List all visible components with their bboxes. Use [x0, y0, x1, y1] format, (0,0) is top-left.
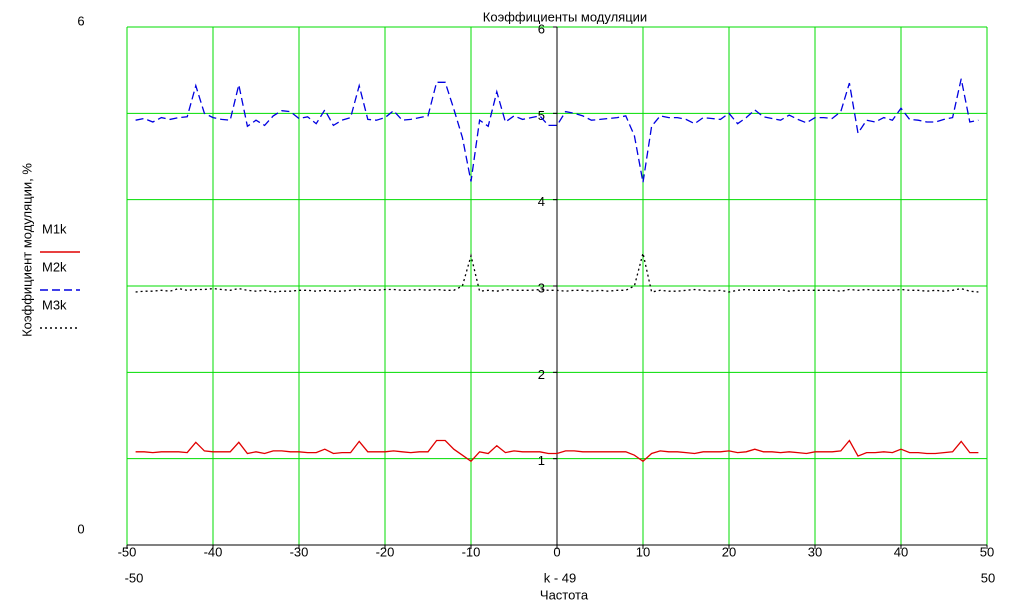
x-tick-label: -20 [376, 544, 395, 559]
x-tick-label: 50 [980, 544, 994, 559]
x-tick-label: -10 [462, 544, 481, 559]
y-tick-label: 1 [538, 453, 545, 468]
x-tick-label: -50 [118, 544, 137, 559]
x-tick-label: 30 [808, 544, 822, 559]
legend-label: M1k [42, 221, 67, 236]
y-limit-top: 6 [77, 13, 84, 28]
x-expression: k - 49 [544, 570, 577, 585]
x-tick-label: 40 [894, 544, 908, 559]
x-tick-label: -40 [204, 544, 223, 559]
x-tick-label: -30 [290, 544, 309, 559]
x-tick-label: 10 [636, 544, 650, 559]
y-tick-label: 2 [538, 367, 545, 382]
series-line [135, 78, 979, 183]
series-line [135, 253, 979, 293]
y-tick-label: 3 [538, 280, 545, 295]
legend-label: M2k [42, 259, 67, 274]
x-tick-label: 20 [722, 544, 736, 559]
x-tick-label: 0 [553, 544, 560, 559]
x-axis-label: Частота [540, 587, 589, 602]
chart-title: Коэффициенты модуляции [483, 9, 647, 24]
y-tick-label: 6 [538, 21, 545, 36]
y-tick-label: 5 [538, 108, 545, 123]
y-axis-label: Коэффициент модуляции, % [19, 163, 34, 337]
y-limit-bottom: 0 [77, 521, 84, 536]
series-line [135, 439, 979, 463]
y-tick-label: 4 [538, 194, 545, 209]
x-limit-left: -50 [125, 570, 144, 585]
x-limit-right: 50 [981, 570, 995, 585]
legend-label: M3k [42, 297, 67, 312]
